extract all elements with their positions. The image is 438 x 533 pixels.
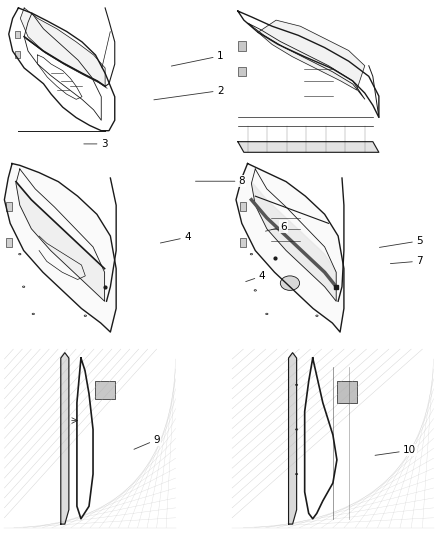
Text: 4: 4	[160, 232, 191, 243]
Ellipse shape	[295, 473, 298, 475]
Bar	[240, 238, 246, 247]
Polygon shape	[16, 182, 105, 301]
Polygon shape	[236, 164, 344, 332]
Bar	[238, 67, 246, 76]
Polygon shape	[238, 142, 379, 152]
Text: 3: 3	[84, 139, 107, 149]
Bar	[6, 238, 12, 247]
Polygon shape	[337, 381, 357, 403]
Text: 8: 8	[195, 176, 245, 186]
Bar	[240, 201, 246, 211]
Text: 5: 5	[379, 236, 423, 247]
Text: 10: 10	[375, 446, 416, 455]
Bar	[14, 31, 20, 38]
Text: 4: 4	[246, 271, 265, 281]
Text: 2: 2	[154, 86, 223, 100]
Bar	[6, 201, 12, 211]
Polygon shape	[95, 381, 115, 399]
Text: 6: 6	[265, 222, 287, 231]
Polygon shape	[20, 8, 105, 86]
Polygon shape	[289, 353, 297, 524]
Polygon shape	[251, 182, 336, 301]
Polygon shape	[61, 353, 69, 524]
Polygon shape	[4, 164, 116, 332]
Text: 9: 9	[134, 435, 160, 449]
Text: 7: 7	[390, 256, 423, 266]
Ellipse shape	[295, 384, 298, 385]
Polygon shape	[258, 20, 365, 90]
Ellipse shape	[280, 276, 300, 290]
Bar	[14, 51, 20, 58]
Bar	[238, 42, 246, 51]
Text: 1: 1	[171, 51, 223, 66]
Ellipse shape	[295, 429, 298, 430]
